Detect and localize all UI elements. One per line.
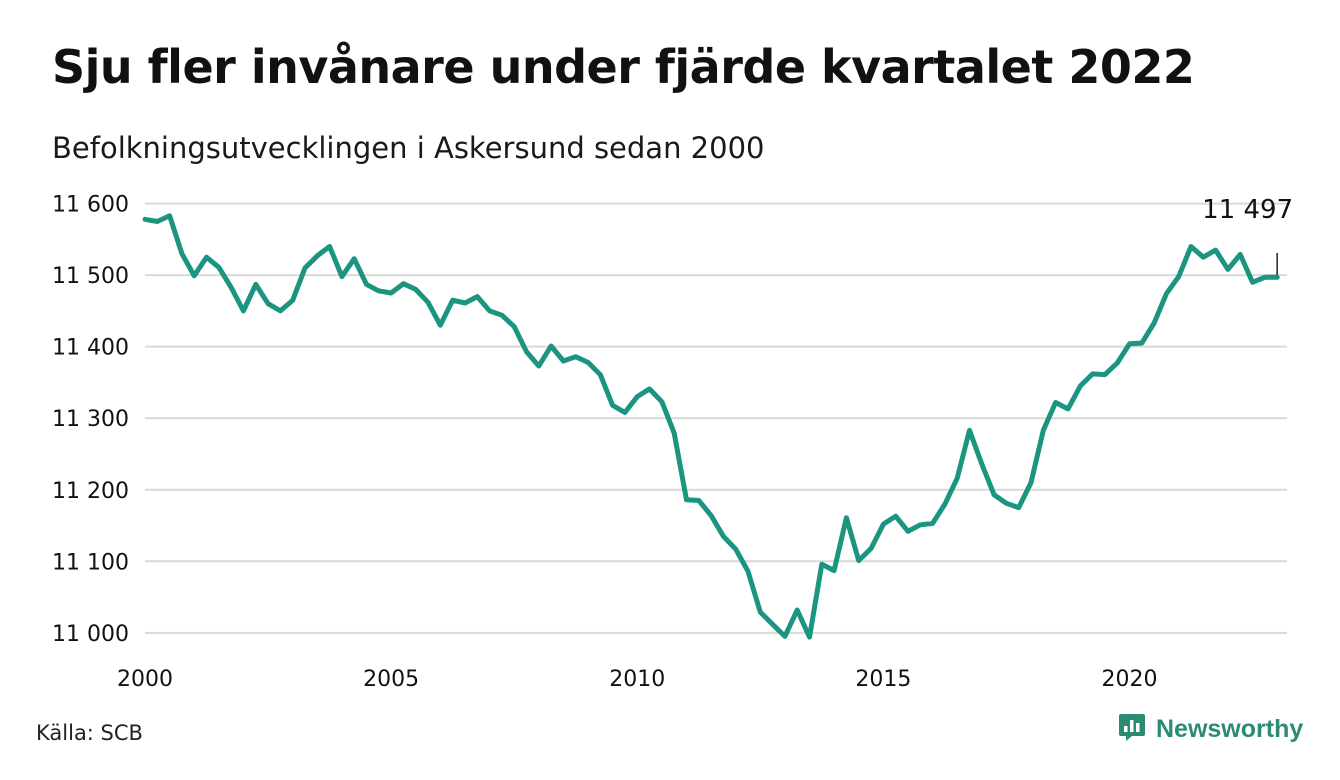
series-layer bbox=[142, 213, 1280, 640]
x-axis-tick-labels: 2000 2005 2010 2015 2020 bbox=[117, 667, 1157, 692]
y-tick-label: 11 500 bbox=[52, 264, 129, 289]
chart-title: Sju fler invånare under fjärde kvartalet… bbox=[52, 40, 1195, 94]
chart-subtitle: Befolkningsutvecklingen i Askersund seda… bbox=[52, 131, 765, 165]
annotation-layer: 11 497 bbox=[1202, 195, 1293, 275]
brand-name: Newsworthy bbox=[1156, 714, 1304, 743]
bar-chart-speech-bubble-icon bbox=[1118, 712, 1146, 746]
x-tick-label: 2020 bbox=[1101, 667, 1157, 692]
gridlines bbox=[145, 202, 1287, 634]
brand-logo: Newsworthy bbox=[1118, 712, 1303, 746]
x-tick-label: 2010 bbox=[609, 667, 665, 692]
x-tick-label: 2015 bbox=[855, 667, 911, 692]
x-tick-label: 2005 bbox=[363, 667, 419, 692]
y-tick-label: 11 200 bbox=[52, 479, 129, 504]
source-label: Källa: SCB bbox=[36, 721, 143, 745]
y-tick-label: 11 600 bbox=[52, 193, 129, 218]
y-axis-tick-labels: 11 600 11 500 11 400 11 300 11 200 11 100 11 0… bbox=[52, 193, 129, 647]
y-tick-label: 11 300 bbox=[52, 407, 129, 432]
x-tick-label: 2000 bbox=[117, 667, 173, 692]
y-tick-label: 11 000 bbox=[52, 622, 129, 647]
y-tick-label: 11 400 bbox=[52, 336, 129, 361]
annotation-label: 11 497 bbox=[1202, 195, 1293, 225]
series-line bbox=[142, 213, 1280, 640]
y-tick-label: 11 100 bbox=[52, 550, 129, 575]
